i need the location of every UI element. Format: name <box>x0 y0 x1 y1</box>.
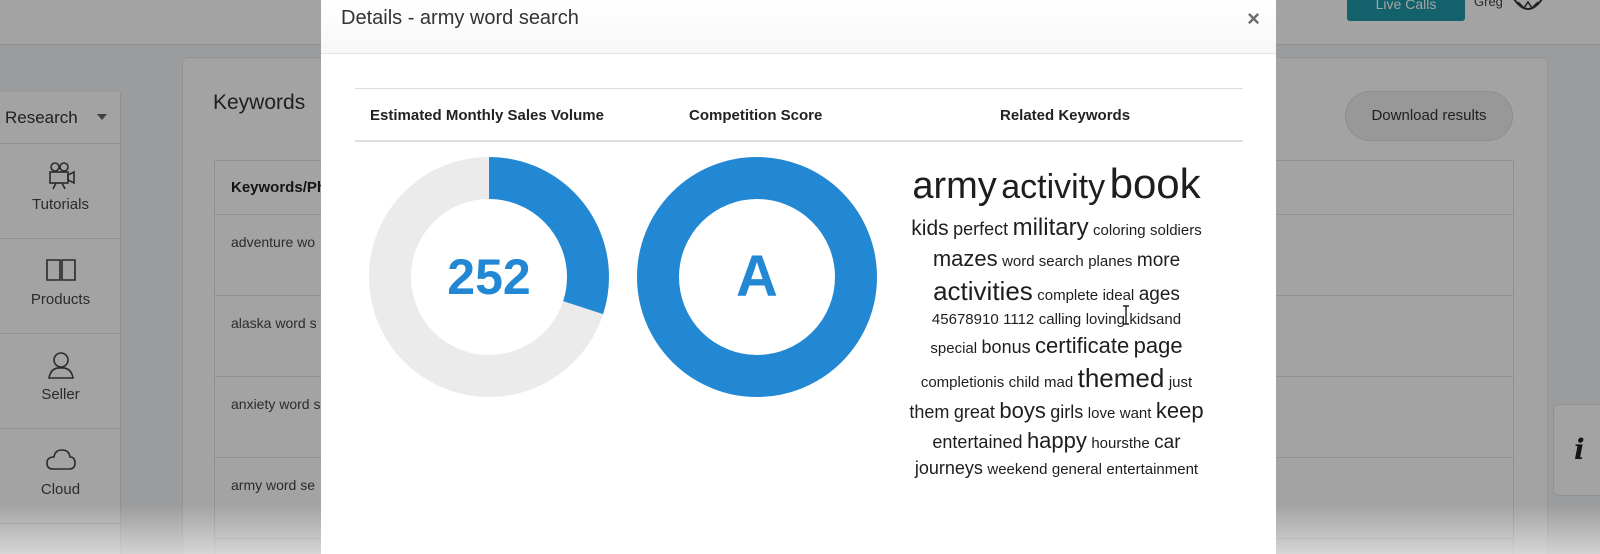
keyword-cloud-word[interactable]: army <box>912 165 997 207</box>
keyword-cloud-word[interactable]: mazes <box>932 246 998 271</box>
keyword-cloud-word[interactable]: kidsand <box>1129 311 1182 328</box>
keyword-cloud-word[interactable]: keep <box>1155 398 1204 423</box>
sidebar-item-label: Products <box>30 291 91 308</box>
keyword-cloud-line: army activity book <box>889 160 1224 208</box>
keyword-cloud-word[interactable]: book <box>1109 160 1201 207</box>
sidebar-item-label: Cloud <box>40 481 81 498</box>
sidebar-item-seller[interactable]: Seller <box>0 334 121 429</box>
sidebar-item-tutorials[interactable]: Tutorials <box>0 144 121 239</box>
keywords-title: Keywords <box>213 91 306 114</box>
cloud-icon <box>45 449 76 470</box>
related-keywords-cloud: army activity book kids perfect military … <box>889 160 1224 483</box>
modal-header: Details - army word search × <box>321 0 1276 54</box>
keyword-cloud-word[interactable]: them <box>909 402 950 422</box>
keyword-cloud-line: completionis child mad themed just <box>889 363 1224 394</box>
keyword-cloud-word[interactable]: weekend <box>987 461 1048 478</box>
keyword-cloud-word[interactable]: military <box>1012 214 1089 241</box>
keyword-cloud-word[interactable]: bonus <box>981 337 1031 357</box>
keyword-cloud-line: journeys weekend general entertainment <box>889 458 1224 479</box>
keyword-cloud-word[interactable]: general <box>1051 461 1102 478</box>
table-cell-keyword[interactable]: army word se <box>231 477 316 493</box>
user-name[interactable]: Greg <box>1474 0 1503 9</box>
keyword-cloud-word[interactable]: love <box>1087 405 1116 422</box>
keyword-cloud-word[interactable]: themed <box>1077 363 1165 393</box>
keyword-cloud-word[interactable]: 1112 <box>1003 311 1035 328</box>
keyword-cloud-line: activities complete ideal ages <box>889 276 1224 307</box>
keyword-cloud-word[interactable]: ages <box>1138 284 1180 305</box>
keyword-cloud-word[interactable]: activities <box>933 276 1033 306</box>
keyword-cloud-word[interactable]: journeys <box>914 458 983 478</box>
user-icon <box>47 352 74 379</box>
keyword-cloud-word[interactable]: word search <box>1002 253 1084 270</box>
keyword-cloud-line: 45678910 1112 calling loving kidsand <box>889 311 1224 329</box>
keyword-cloud-word[interactable]: perfect <box>953 219 1009 239</box>
sidebar: Research Tutorials Products Sel <box>0 92 121 554</box>
keyword-cloud-word[interactable]: happy <box>1026 428 1087 453</box>
keyword-cloud-word[interactable]: child <box>1008 374 1040 391</box>
keyword-cloud-word[interactable]: soldiers <box>1150 222 1202 239</box>
keyword-cloud-word[interactable]: special <box>930 340 978 357</box>
video-camera-icon <box>48 162 75 190</box>
keyword-cloud-line: mazes word search planes more <box>889 246 1224 272</box>
keyword-cloud-line: entertained happy hoursthe car <box>889 428 1224 454</box>
close-icon[interactable]: × <box>1247 6 1260 31</box>
keyword-cloud-word[interactable]: calling <box>1038 311 1082 328</box>
keyword-cloud-word[interactable]: entertained <box>932 432 1023 452</box>
keyword-cloud-word[interactable]: complete <box>1037 287 1099 304</box>
sales-volume-donut <box>369 157 609 397</box>
sidebar-item-products[interactable]: Products <box>0 239 121 334</box>
sidebar-dropdown-label: Research <box>5 107 78 127</box>
table-cell-keyword[interactable]: anxiety word s <box>231 396 321 412</box>
sales-donut-fill <box>369 157 609 397</box>
keyword-cloud-word[interactable]: mad <box>1043 374 1074 391</box>
keyword-cloud-line: them great boys girls love want keep <box>889 398 1224 424</box>
text-cursor-icon <box>1123 305 1129 325</box>
sidebar-item-label: Tutorials <box>32 196 89 213</box>
keyword-cloud-word[interactable]: just <box>1168 374 1193 391</box>
keyword-cloud-word[interactable]: certificate <box>1035 333 1130 358</box>
info-button[interactable]: i <box>1553 404 1600 496</box>
keyword-cloud-word[interactable]: activity <box>1001 168 1106 206</box>
keyword-cloud-line: kids perfect military coloring soldiers <box>889 214 1224 242</box>
competition-score-donut <box>637 157 877 397</box>
modal-title: Details - army word search <box>341 7 579 29</box>
stats-header-row: Estimated Monthly Sales Volume Competiti… <box>355 88 1243 142</box>
keyword-cloud-word[interactable]: planes <box>1088 253 1133 270</box>
chevron-down-icon <box>97 114 107 120</box>
live-calls-button[interactable]: Live Calls <box>1347 0 1465 21</box>
table-cell-keyword[interactable]: adventure wo <box>231 234 316 250</box>
avatar-icon[interactable] <box>1510 0 1546 14</box>
sidebar-research-dropdown[interactable]: Research <box>0 92 121 144</box>
keyword-cloud-word[interactable]: loving <box>1085 311 1125 328</box>
keyword-cloud-word[interactable]: page <box>1133 333 1183 358</box>
keyword-cloud-word[interactable]: car <box>1154 432 1181 453</box>
keyword-cloud-word[interactable]: ideal <box>1102 287 1135 304</box>
keyword-cloud-word[interactable]: boys <box>999 398 1046 423</box>
table-cell-keyword[interactable]: alaska word s <box>231 315 317 331</box>
download-results-button[interactable]: Download results <box>1345 91 1513 141</box>
column-header-related-keywords: Related Keywords <box>1000 107 1131 124</box>
details-modal: Details - army word search × Estimated M… <box>321 0 1276 554</box>
column-header-sales-volume: Estimated Monthly Sales Volume <box>370 107 604 124</box>
sidebar-item-label: Seller <box>41 386 80 403</box>
keyword-cloud-word[interactable]: 45678910 <box>931 311 999 328</box>
keyword-cloud-word[interactable]: coloring <box>1093 222 1146 239</box>
keyword-cloud-word[interactable]: completionis <box>920 374 1005 391</box>
keyword-cloud-word[interactable]: want <box>1119 405 1152 422</box>
keyword-cloud-word[interactable]: entertainment <box>1106 461 1199 478</box>
competition-score-grade: A <box>736 244 778 309</box>
book-icon <box>45 259 76 281</box>
sales-volume-value: 252 <box>447 249 531 305</box>
keyword-cloud-line: special bonus certificate page <box>889 333 1224 359</box>
competition-donut-fill <box>637 157 877 397</box>
keyword-cloud-word[interactable]: more <box>1136 250 1181 271</box>
column-header-competition: Competition Score <box>689 107 823 124</box>
keyword-cloud-word[interactable]: girls <box>1050 402 1084 422</box>
keyword-cloud-word[interactable]: great <box>953 402 995 422</box>
keyword-cloud-word[interactable]: kids <box>911 217 949 240</box>
keyword-cloud-word[interactable]: hoursthe <box>1091 435 1150 452</box>
